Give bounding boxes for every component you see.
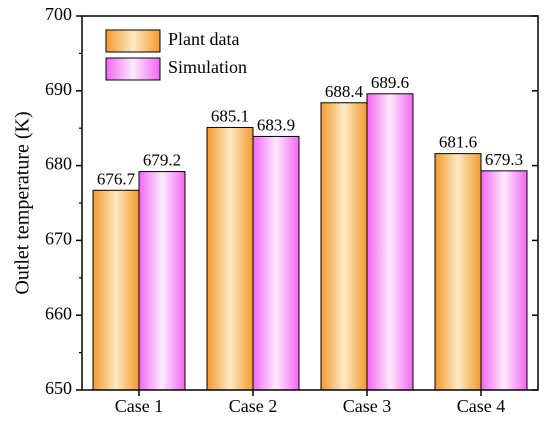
x-tick-label: Case 2 xyxy=(229,396,278,416)
legend-swatch-simulation xyxy=(105,57,161,81)
y-tick-label: 680 xyxy=(45,154,72,174)
y-tick-label: 700 xyxy=(45,4,72,24)
bar-plant-data xyxy=(92,189,140,391)
data-label: 681.6 xyxy=(439,133,477,152)
bar-plant-data xyxy=(206,126,254,391)
data-label: 688.4 xyxy=(325,82,364,101)
data-label: 676.7 xyxy=(97,169,136,188)
data-label: 685.1 xyxy=(211,106,249,125)
x-tick-label: Case 3 xyxy=(343,396,392,416)
bar-plant-data xyxy=(320,102,368,391)
bar-simulation xyxy=(480,170,528,391)
data-label: 679.3 xyxy=(485,150,523,169)
bar-simulation xyxy=(366,93,414,391)
x-tick-label: Case 1 xyxy=(115,396,164,416)
x-tick-label: Case 4 xyxy=(457,396,506,416)
x-axis: Case 1 Case 2 Case 3 Case 4 xyxy=(115,390,506,416)
bars-group xyxy=(92,93,528,391)
y-tick-label: 650 xyxy=(45,378,72,398)
bar-plant-data xyxy=(434,153,482,391)
data-label: 679.2 xyxy=(143,151,181,170)
y-axis: 650 660 670 680 690 700 xyxy=(45,4,538,398)
y-tick-label: 690 xyxy=(45,79,72,99)
y-tick-label: 670 xyxy=(45,229,72,249)
y-axis-title: Outlet temperature (K) xyxy=(12,111,34,294)
bar-simulation xyxy=(138,171,186,391)
legend: Plant data Simulation xyxy=(105,29,247,81)
data-label: 683.9 xyxy=(257,115,295,134)
data-label: 689.6 xyxy=(371,73,409,92)
legend-swatch-plant-data xyxy=(105,29,161,53)
bar-simulation xyxy=(252,135,300,391)
legend-label: Simulation xyxy=(168,57,247,77)
data-labels-group: 676.7 679.2 685.1 683.9 688.4 689.6 681.6 679.3 xyxy=(97,73,523,188)
legend-label: Plant data xyxy=(168,29,239,49)
y-tick-label: 660 xyxy=(45,303,72,323)
